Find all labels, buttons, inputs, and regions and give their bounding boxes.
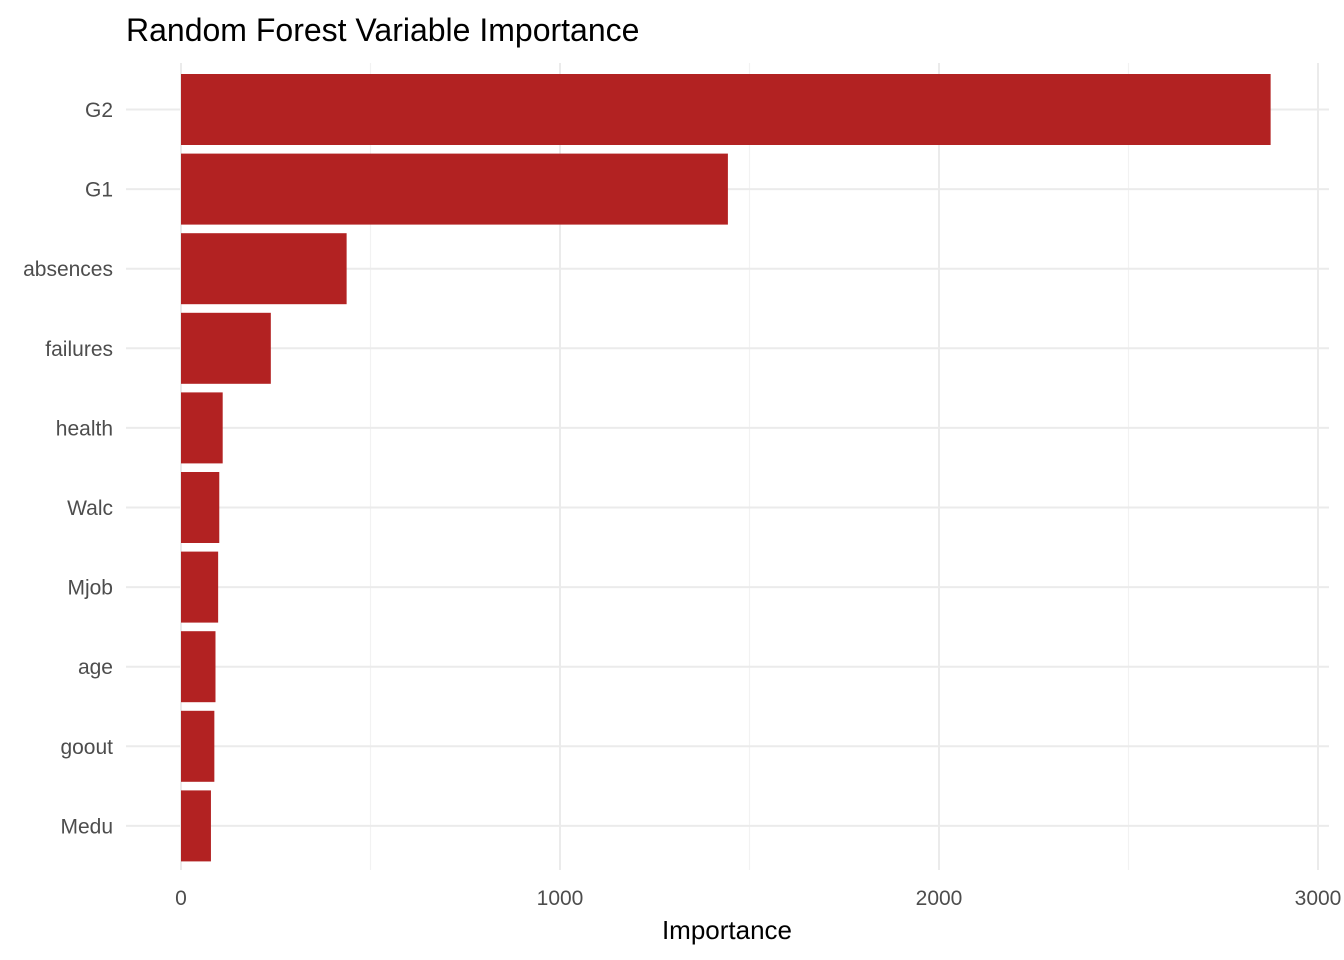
- bar-G1: [181, 153, 728, 225]
- bar-Walc: [181, 472, 220, 543]
- x-tick-label: 3000: [1295, 887, 1342, 910]
- bar-goout: [181, 710, 215, 782]
- y-tick-label: Medu: [60, 815, 113, 838]
- y-tick-label: G2: [85, 99, 113, 122]
- bar-failures: [181, 312, 271, 384]
- y-tick-label: health: [56, 417, 113, 440]
- y-tick-label: Mjob: [67, 577, 113, 600]
- bar-absences: [181, 233, 347, 305]
- x-axis-tick-labels: 0 1000 2000 3000: [175, 887, 1341, 910]
- chart-title: Random Forest Variable Importance: [126, 12, 639, 48]
- y-tick-label: goout: [60, 736, 113, 759]
- y-tick-label: G1: [85, 179, 113, 202]
- bar-Mjob: [181, 551, 219, 623]
- y-axis-tick-labels: G2 G1 absences failures health Walc Mjob age goo…: [23, 99, 113, 838]
- y-tick-label: absences: [23, 258, 113, 281]
- bar-G2: [181, 74, 1271, 145]
- y-tick-label: failures: [45, 338, 113, 361]
- bar-age: [181, 631, 216, 703]
- x-tick-label: 0: [175, 887, 187, 910]
- x-tick-label: 1000: [537, 887, 584, 910]
- grid: [126, 63, 1329, 870]
- bar-Medu: [181, 790, 211, 862]
- x-tick-label: 2000: [916, 887, 963, 910]
- y-tick-label: age: [78, 656, 113, 679]
- bars: [181, 74, 1271, 862]
- bar-health: [181, 392, 223, 464]
- y-tick-label: Walc: [67, 497, 113, 520]
- x-axis-title: Importance: [662, 915, 792, 945]
